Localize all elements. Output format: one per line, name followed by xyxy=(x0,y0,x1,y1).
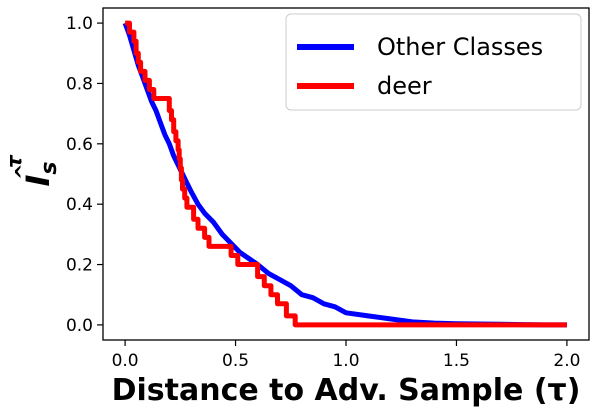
plot-area xyxy=(122,20,567,328)
legend-label-other-classes: Other Classes xyxy=(377,33,543,61)
x-tick-label: 0.0 xyxy=(112,351,139,371)
series-line-other-classes xyxy=(122,22,567,328)
x-tick-label: 1.0 xyxy=(332,351,359,371)
y-axis: 0.0 0.2 0.4 0.6 0.8 1.0 xyxy=(66,14,103,336)
x-tick-label: 1.5 xyxy=(443,351,470,371)
series-line-deer xyxy=(125,20,567,328)
y-tick-label: 0.6 xyxy=(66,135,93,155)
y-label-sub: s xyxy=(37,161,62,174)
x-axis-label: Distance to Adv. Sample (τ) xyxy=(112,373,581,408)
legend-box xyxy=(285,13,582,111)
y-axis-label: Is τ ^ xyxy=(2,154,62,187)
y-tick-label: 0.8 xyxy=(66,74,93,94)
y-tick-label: 1.0 xyxy=(66,14,93,34)
y-label-base: I xyxy=(19,175,57,187)
y-tick-label: 0.4 xyxy=(66,195,93,215)
x-tick-label: 0.5 xyxy=(222,351,249,371)
y-label-hat: ^ xyxy=(11,163,35,180)
legend-label-deer: deer xyxy=(377,72,432,100)
legend: Other Classes deer xyxy=(285,13,582,111)
x-axis: 0.0 0.5 1.0 1.5 2.0 xyxy=(112,340,580,371)
y-tick-label: 0.2 xyxy=(66,256,93,276)
svg-text:Is: Is xyxy=(19,161,62,186)
y-tick-label: 0.0 xyxy=(66,316,93,336)
y-label-sup: τ xyxy=(2,154,26,168)
x-tick-label: 2.0 xyxy=(553,351,580,371)
